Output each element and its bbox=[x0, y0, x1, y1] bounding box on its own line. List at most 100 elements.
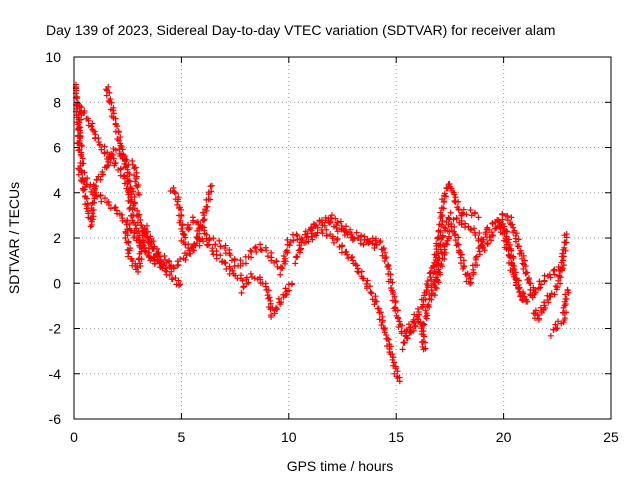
data-point bbox=[212, 241, 219, 248]
data-point bbox=[462, 220, 469, 227]
data-point bbox=[488, 237, 495, 244]
data-point bbox=[248, 254, 255, 261]
series-track-10 bbox=[292, 226, 403, 385]
data-point bbox=[333, 222, 340, 229]
data-point bbox=[135, 228, 142, 235]
data-point bbox=[143, 222, 150, 229]
data-point bbox=[88, 123, 95, 130]
data-point bbox=[128, 191, 135, 198]
data-point bbox=[273, 306, 280, 313]
data-point bbox=[421, 339, 428, 346]
data-point bbox=[524, 276, 531, 283]
data-point bbox=[106, 99, 113, 106]
data-point bbox=[410, 327, 417, 334]
data-point bbox=[470, 269, 477, 276]
data-point bbox=[455, 249, 462, 256]
data-point bbox=[428, 276, 435, 283]
data-point bbox=[133, 175, 140, 182]
data-point bbox=[512, 275, 519, 282]
data-point bbox=[245, 279, 252, 286]
y-tick-label: 10 bbox=[45, 49, 61, 65]
data-point bbox=[450, 228, 457, 235]
data-point bbox=[355, 269, 362, 276]
data-point bbox=[165, 257, 172, 264]
data-point bbox=[299, 236, 306, 243]
data-point bbox=[208, 188, 215, 195]
data-point bbox=[98, 146, 105, 153]
data-point bbox=[262, 280, 269, 287]
data-point bbox=[201, 227, 208, 234]
data-point bbox=[289, 280, 296, 287]
data-point bbox=[309, 236, 316, 243]
data-point bbox=[489, 220, 496, 227]
data-point bbox=[134, 219, 141, 226]
data-point bbox=[484, 240, 491, 247]
data-point bbox=[332, 215, 339, 222]
data-point bbox=[360, 241, 367, 248]
data-point bbox=[517, 247, 524, 254]
data-point bbox=[378, 322, 385, 329]
data-point bbox=[509, 268, 516, 275]
data-point bbox=[126, 247, 133, 254]
data-point bbox=[78, 104, 85, 111]
data-point bbox=[80, 187, 87, 194]
data-point bbox=[353, 229, 360, 236]
data-point bbox=[467, 207, 474, 214]
data-point bbox=[135, 213, 142, 220]
data-point bbox=[91, 195, 98, 202]
data-point bbox=[381, 329, 388, 336]
data-point bbox=[515, 236, 522, 243]
data-point bbox=[229, 267, 236, 274]
data-point bbox=[191, 242, 198, 249]
data-point bbox=[200, 238, 207, 245]
data-point bbox=[515, 243, 522, 250]
data-point bbox=[430, 280, 437, 287]
data-point bbox=[178, 237, 185, 244]
data-point bbox=[121, 160, 128, 167]
data-point bbox=[321, 222, 328, 229]
data-point bbox=[552, 321, 559, 328]
data-point bbox=[75, 171, 82, 178]
data-point bbox=[123, 239, 130, 246]
data-point bbox=[373, 298, 380, 305]
series-track-7 bbox=[178, 214, 284, 271]
data-point bbox=[517, 293, 524, 300]
data-point bbox=[124, 226, 131, 233]
data-point bbox=[435, 266, 442, 273]
data-point bbox=[330, 239, 337, 246]
data-point bbox=[205, 237, 212, 244]
data-point bbox=[137, 240, 144, 247]
data-point bbox=[91, 128, 98, 135]
data-point bbox=[105, 83, 112, 90]
data-point bbox=[177, 217, 184, 224]
data-point bbox=[395, 323, 402, 330]
data-point bbox=[99, 171, 106, 178]
data-point bbox=[423, 280, 430, 287]
data-point bbox=[98, 198, 105, 205]
data-point bbox=[249, 273, 256, 280]
data-point bbox=[207, 183, 214, 190]
data-point bbox=[537, 284, 544, 291]
y-tick-label: 6 bbox=[53, 140, 61, 156]
data-point bbox=[437, 262, 444, 269]
data-point bbox=[277, 271, 284, 278]
x-tick-label: 10 bbox=[281, 429, 297, 445]
data-point bbox=[78, 178, 85, 185]
tick-labels: 0 5 10 15 20 25 -6 -4 -2 0 2 4 6 8 10 bbox=[45, 49, 619, 445]
data-point bbox=[238, 272, 245, 279]
data-point bbox=[387, 271, 394, 278]
data-point bbox=[560, 262, 567, 269]
data-point bbox=[443, 184, 450, 191]
data-point bbox=[203, 231, 210, 238]
data-point bbox=[486, 226, 493, 233]
data-point bbox=[104, 163, 111, 170]
data-point bbox=[206, 235, 213, 242]
data-point bbox=[172, 274, 179, 281]
data-point bbox=[353, 262, 360, 269]
data-point bbox=[185, 245, 192, 252]
data-point bbox=[231, 257, 238, 264]
data-point bbox=[93, 189, 100, 196]
data-point bbox=[405, 321, 412, 328]
data-point bbox=[357, 236, 364, 243]
data-point bbox=[105, 199, 112, 206]
